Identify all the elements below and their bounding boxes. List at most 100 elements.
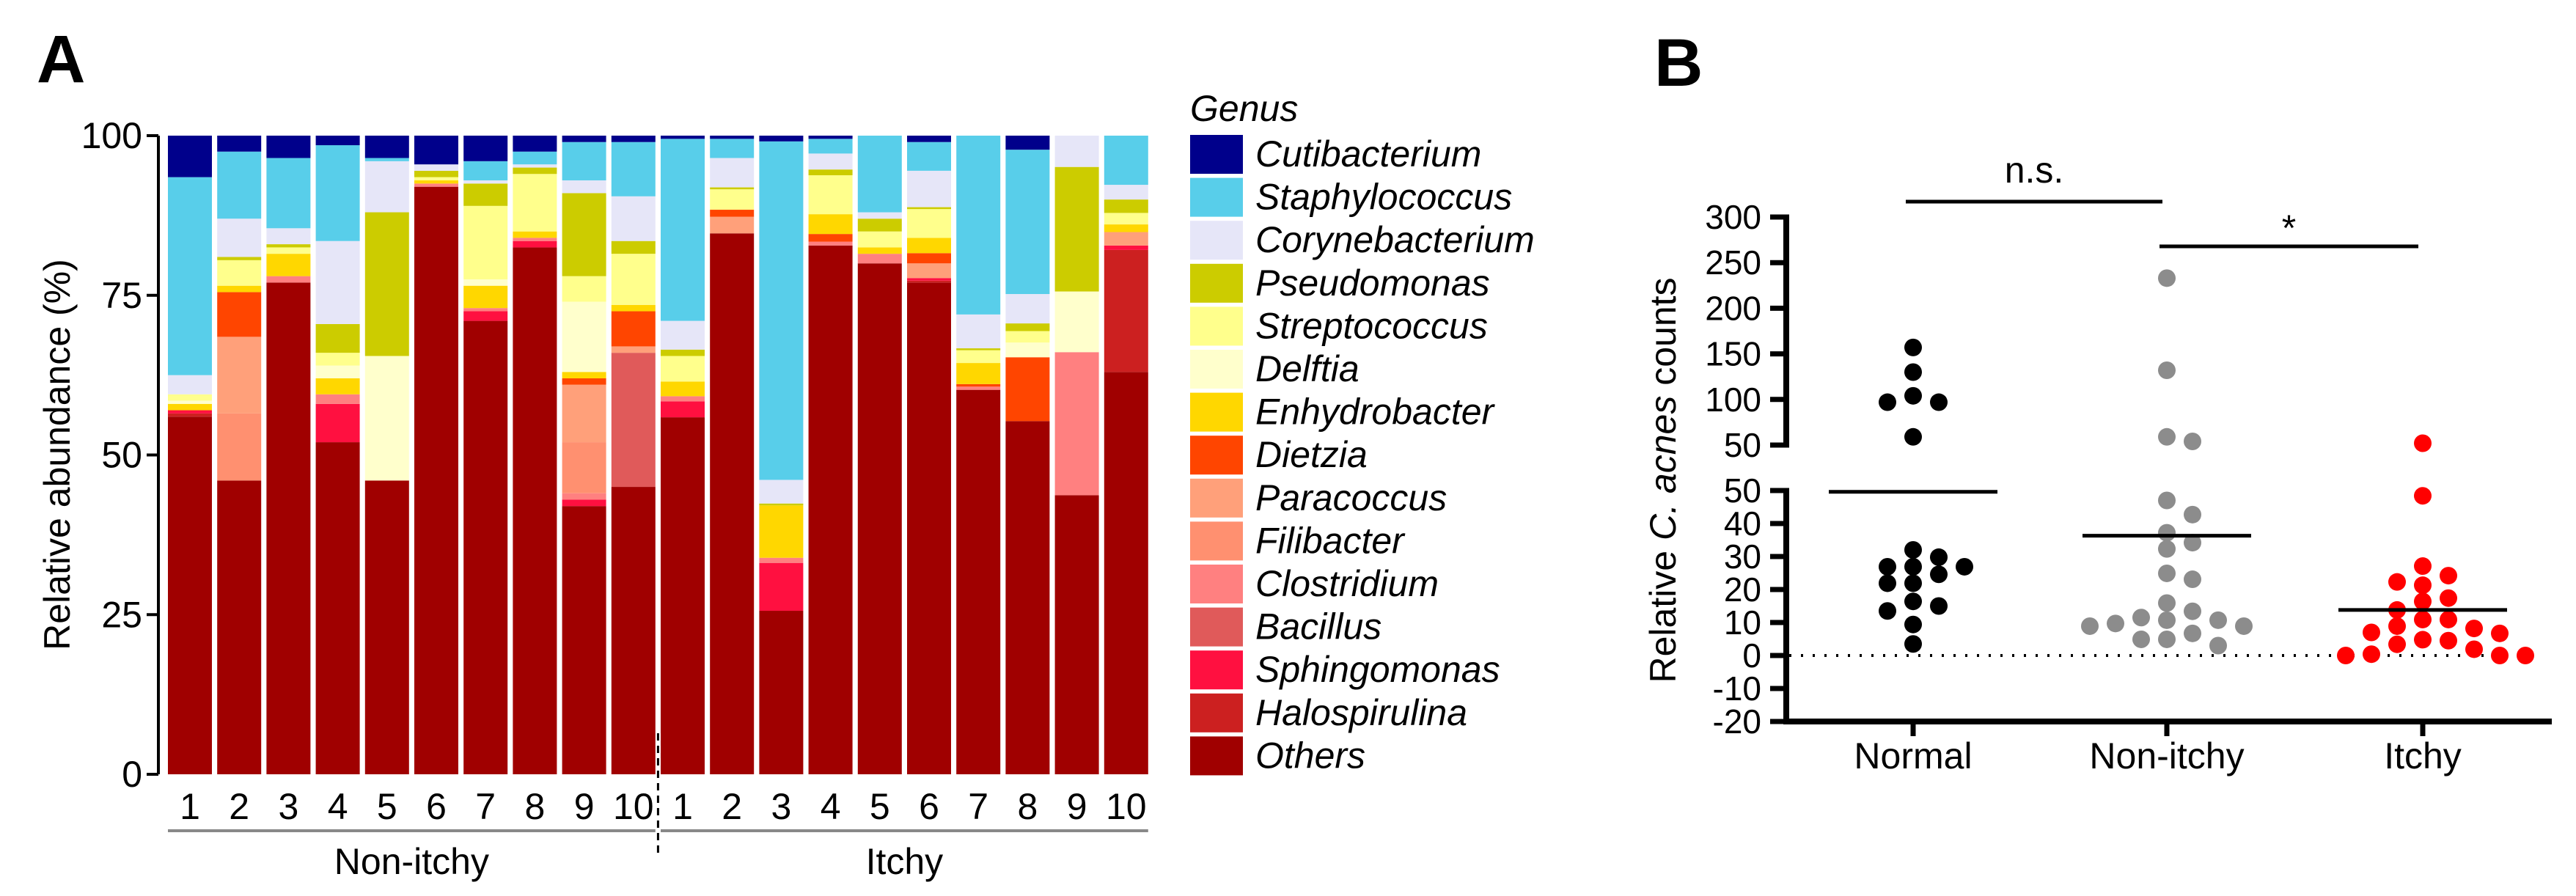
bar-segment-pseudomonas [315,323,360,353]
bar-segment-clostridium [857,254,902,264]
stacked-bar [808,136,853,774]
bar-segment-paracoccus [217,337,262,414]
bar-segment-staphylococcus [661,139,705,321]
bar-segment-corynebacterium [907,170,951,208]
bar-segment-others [1104,372,1148,774]
bar-segment-streptococcus [857,231,902,248]
data-point-non-itchy [2158,361,2176,379]
data-point-non-itchy [2158,491,2176,510]
bar-segment-corynebacterium [1104,185,1148,200]
bar-segment-others [857,263,902,774]
legend-label: Paracoccus [1255,477,1447,518]
legend-title: Genus [1190,88,1298,129]
x-tick-label: 5 [377,786,397,827]
legend-swatch [1190,478,1243,518]
bar-segment-streptococcus [956,350,1001,364]
bar-segment-pseudomonas [661,349,705,356]
bar-segment-pseudomonas [956,348,1001,350]
group-label: Non-itchy [334,841,489,882]
bar-segment-streptococcus [463,205,508,279]
bar-segment-sphingomonas [315,403,360,443]
y-tick-label: 200 [1705,289,1761,327]
data-point-normal [1879,557,1896,576]
legend-label: Cutibacterium [1255,133,1481,175]
data-point-normal [1904,363,1922,381]
bar-segment-staphylococcus [710,139,755,158]
x-tick-labels: 1 2 3 4 5 6 7 8 9 10 1 2 3 4 5 6 7 8 9 10 [180,786,1147,827]
stacked-bar [315,136,360,774]
data-point-non-itchy [2158,630,2176,648]
legend-swatch [1190,177,1243,217]
x-tick-label: 1 [180,786,200,827]
bar-segment-enhydrobacter [562,372,606,378]
bar-segment-others [266,282,311,775]
y-tick-label: 50 [1724,426,1761,464]
stacked-bar [907,136,951,775]
bar-segment-others [463,320,508,775]
x-tick-label: 6 [426,786,447,827]
panel-b-dot-plot: Relative C. acnes counts 300250200150100… [1643,150,2552,776]
data-point-normal [1879,393,1896,411]
y-tick-label: 10 [1724,603,1761,642]
bar-segment-others [217,480,262,774]
bar-segment-streptococcus [217,260,262,286]
bar-segment-enhydrobacter [217,285,262,293]
bar-segment-streptococcus [661,356,705,382]
legend-label: Filibacter [1255,520,1406,561]
bar-segment-others [364,480,409,774]
data-point-non-itchy [2107,614,2124,633]
stacked-bar [1104,136,1148,774]
stacked-bar [611,136,656,774]
bar-segment-dietzia [710,210,755,217]
bar-segment-enhydrobacter [808,214,853,235]
bar-segment-clostridium [956,386,1001,390]
data-point-itchy [2465,640,2483,658]
data-point-non-itchy [2184,602,2201,620]
legend-label: Dietzia [1255,434,1368,475]
data-point-itchy [2440,589,2457,607]
data-point-normal [1930,597,1948,615]
bar-segment-staphylococcus [759,141,804,480]
significance-label: n.s. [2005,150,2064,191]
stacked-bar [364,136,409,774]
bar-segment-paracoccus [611,346,656,353]
bar-segment-enhydrobacter [907,238,951,254]
bar-segment-delftia [1005,342,1050,358]
bar-segment-streptococcus [710,189,755,210]
bar-segment-pseudomonas [414,170,458,177]
bar-segment-enhydrobacter [266,254,311,276]
legend-swatch [1190,607,1243,647]
stacked-bar [463,136,508,775]
bar-segment-pseudomonas [513,167,557,175]
data-point-itchy [2388,635,2406,653]
x-tick-label: 4 [328,786,348,827]
bar-segment-streptococcus [611,254,656,305]
bar-segment-cutibacterium [217,136,262,152]
y-tick-label: 50 [1724,471,1761,510]
legend: CutibacteriumStaphylococcusCorynebacteri… [1190,133,1535,776]
legend-label: Sphingomonas [1255,649,1500,690]
axes-b: 3002502001501005050403020100-10-20Normal… [1705,198,2552,776]
y-tick-label: -10 [1713,669,1761,708]
bar-segment-others [414,186,458,774]
bar-segment-enhydrobacter [661,381,705,397]
bar-segment-others [562,506,606,774]
bar-segment-cutibacterium [1005,136,1050,150]
y-tick-label: 100 [1705,381,1761,419]
legend-label: Halospirulina [1255,692,1467,733]
data-point-non-itchy [2184,624,2201,642]
bar-segment-pseudomonas [217,257,262,260]
data-point-non-itchy [2158,269,2176,287]
bar-segment-delftia [315,365,360,378]
bar-segment-pseudomonas [710,187,755,190]
data-point-itchy [2491,647,2509,664]
legend-swatch [1190,650,1243,690]
legend-label: Delftia [1255,348,1359,389]
legend-label: Bacillus [1255,606,1381,647]
data-point-non-itchy [2184,433,2201,451]
bar-segment-dietzia [217,292,262,337]
bar-segment-cutibacterium [513,136,557,152]
bar-segment-clostridium [661,396,705,402]
bar-segment-staphylococcus [463,161,508,180]
